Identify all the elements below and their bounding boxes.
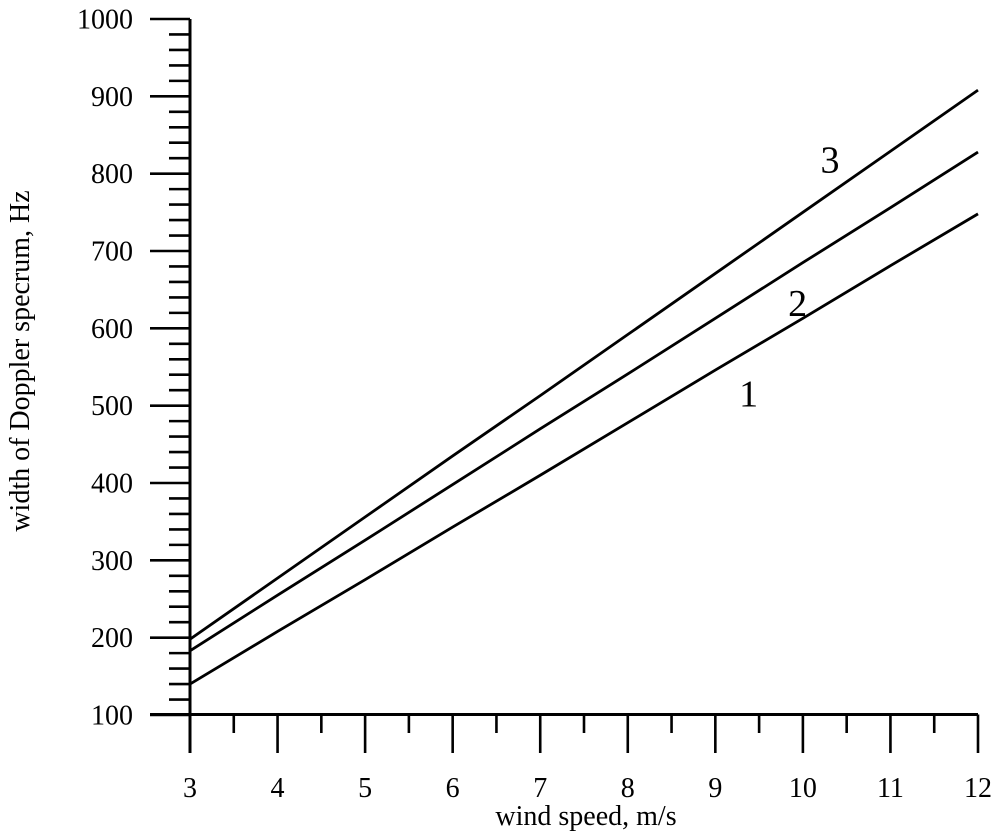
x-axis-title: wind speed, m/s: [495, 801, 676, 832]
x-tick-label: 3: [183, 773, 197, 804]
y-tick-label: 700: [91, 237, 133, 268]
y-tick-label: 800: [91, 159, 133, 190]
x-tick-label: 10: [789, 773, 817, 804]
y-tick-label: 500: [91, 391, 133, 422]
series-line-1: [189, 212, 979, 686]
y-tick-label: 900: [91, 82, 133, 113]
y-tick-label: 300: [91, 546, 133, 577]
y-tick-label: 100: [91, 701, 133, 732]
series-label-1: 1: [739, 373, 758, 415]
x-tick-label: 12: [964, 773, 992, 804]
y-tick-label: 200: [91, 623, 133, 654]
x-tick-label: 8: [621, 773, 635, 804]
x-tick-label: 7: [533, 773, 547, 804]
y-axis-title: width of Doppler specrum, Hz: [5, 190, 36, 531]
y-tick-label: 400: [91, 469, 133, 500]
series-line-3: [189, 88, 979, 641]
x-tick-label: 5: [358, 773, 372, 804]
x-tick-label: 11: [877, 773, 904, 804]
x-tick-label: 9: [708, 773, 722, 804]
x-tick-label: 6: [446, 773, 460, 804]
series-label-2: 2: [788, 283, 807, 325]
series-line-2: [189, 150, 979, 652]
y-tick-label: 1000: [77, 5, 133, 36]
x-tick-label: 4: [271, 773, 285, 804]
series-label-3: 3: [821, 140, 840, 182]
y-tick-label: 600: [91, 314, 133, 345]
